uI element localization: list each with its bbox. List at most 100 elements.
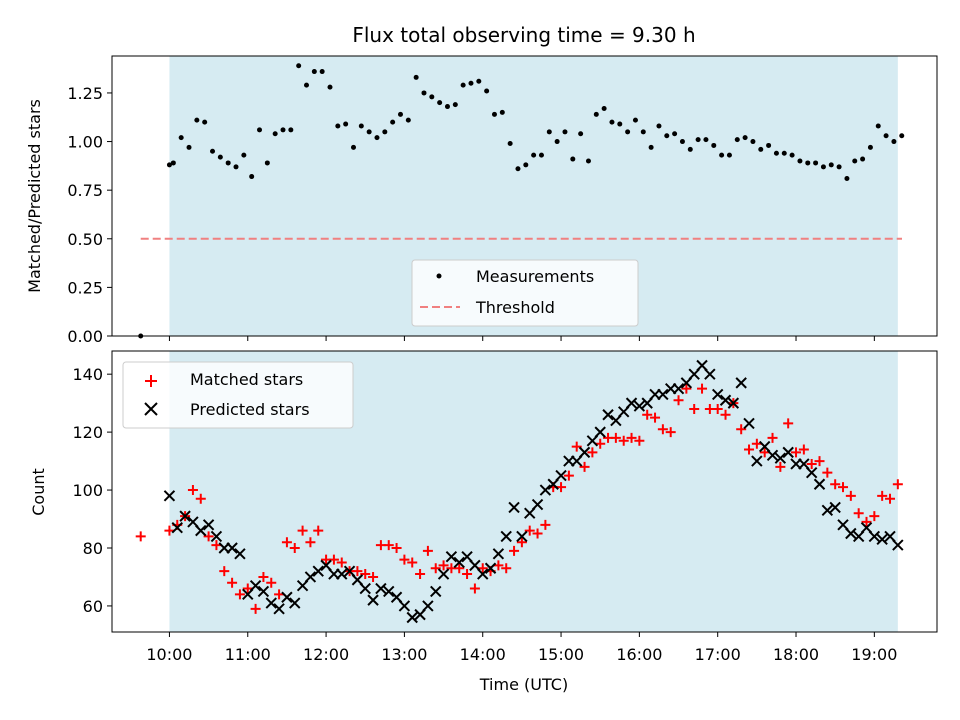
y-tick-label: 1.00 [67,133,103,152]
matched-star-point [838,482,849,493]
predicted-star-point [719,394,732,406]
measurement-point [186,144,192,150]
matched-star-point [579,461,590,472]
top-x-ticks [168,336,875,341]
y-tick-label: 140 [72,365,103,384]
measurement-point [304,82,310,88]
matched-star-point [242,583,253,594]
measurement-point [781,150,787,156]
predicted-star-point [398,600,411,612]
predicted-star-point [367,594,379,606]
matched-star-point [712,403,723,414]
legend-threshold-label: Threshold [475,298,555,317]
matched-star-point [744,444,755,455]
predicted-star-point [704,368,716,380]
predicted-star-point [453,556,465,569]
measurement-point [335,123,341,129]
matched-star-point [595,438,606,449]
measurement-point [194,117,200,123]
measurement-point [562,129,568,135]
predicted-stars-points [163,359,904,624]
matched-star-point [540,519,551,530]
y-tick-label: 0.00 [67,327,103,346]
predicted-star-point [500,530,512,543]
predicted-star-point [516,530,528,543]
predicted-star-point [876,533,888,546]
matched-star-point [587,447,598,458]
predicted-star-point [774,452,787,464]
y-tick-label: 1.25 [67,84,103,103]
matched-star-point [759,447,770,458]
matched-star-point [477,563,488,574]
predicted-star-point [195,524,207,537]
predicted-star-point [210,530,223,543]
measurement-point [805,160,811,166]
measurement-point [734,137,740,143]
measurement-point [711,142,717,148]
predicted-star-point [633,400,646,412]
predicted-star-point [226,542,238,554]
matched-star-point [822,467,833,478]
predicted-star-point [281,591,293,603]
measurement-point [648,144,654,150]
measurement-point [170,160,176,166]
matched-star-point [187,485,198,496]
predicted-star-point [735,377,747,389]
measurement-point [523,162,529,168]
measurement-point [813,160,819,166]
matched-star-point [258,571,269,582]
measurement-point [444,104,450,110]
matched-star-point [861,516,872,527]
measurement-point [695,137,701,143]
predicted-star-point [265,597,277,609]
matched-star-point [219,566,230,577]
predicted-star-point [602,409,614,421]
matched-star-point [634,435,645,446]
measurement-point [272,131,278,137]
measurement-point [476,78,482,84]
matched-star-point [650,412,661,423]
matched-star-point [415,569,426,580]
measurement-point [421,90,427,96]
bottom-legend-box [122,361,354,429]
matched-star-point [383,540,394,551]
measurement-point [601,106,607,111]
measurement-point [726,152,732,158]
measurement-point [515,166,521,172]
matched-star-point [516,537,527,548]
matched-star-point [305,537,316,548]
measurement-point [319,69,325,75]
matched-star-point [571,441,582,452]
predicted-star-point [531,498,544,511]
matched-star-point [610,432,621,443]
legend-predicted-marker [144,402,158,416]
matched-star-point [736,424,747,435]
matched-star-point [775,461,786,472]
y-tick-label: 0.25 [67,278,103,297]
matched-star-point [532,528,543,539]
measurement-point [311,69,317,75]
measurement-point [899,133,905,139]
measurement-point [679,139,685,145]
bottom-y-ticks: 60 80 100 120 140 [72,365,112,616]
x-tick-label: 18:00 [773,645,819,664]
matched-star-point [454,563,465,574]
bottom-y-axis-label: Count [29,468,48,516]
measurement-point [296,63,302,69]
matched-star-point [720,409,731,420]
predicted-star-point [257,585,270,598]
predicted-star-point [171,522,183,534]
top-panel: 0.00 0.25 0.50 0.75 1.00 1.25 Matched/Predict… [25,55,938,346]
measurement-point [531,152,537,158]
measurement-point [609,119,615,125]
measurement-point [413,74,419,80]
x-tick-label: 11:00 [225,645,271,664]
legend-measurement-marker [436,273,442,279]
measurement-point [217,154,223,160]
measurement-point [773,150,779,156]
measurement-point [703,137,709,143]
measurement-point [437,100,443,106]
y-tick-label: 80 [83,539,103,558]
matched-star-point [892,479,903,490]
measurement-point [640,129,646,135]
